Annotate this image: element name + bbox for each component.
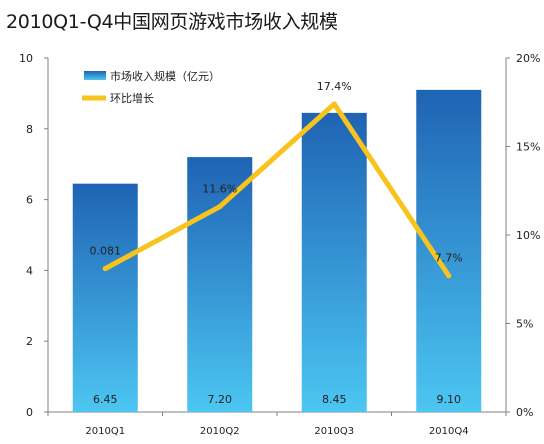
growth-value-label: 11.6% <box>202 183 237 196</box>
bar-value-label: 7.20 <box>208 393 233 406</box>
growth-point-2010Q4 <box>446 273 452 279</box>
legend-bar-label: 市场收入规模（亿元） <box>110 69 220 83</box>
growth-point-2010Q2 <box>217 204 223 210</box>
y-left-tick-label: 8 <box>26 123 33 136</box>
y-left-tick-label: 6 <box>26 194 33 207</box>
x-tick-label: 2010Q2 <box>200 426 240 437</box>
legend-line-label: 环比增长 <box>110 91 154 105</box>
y-left-tick-label: 4 <box>26 264 33 277</box>
bar-value-label: 9.10 <box>437 393 462 406</box>
bar-2010Q3 <box>301 112 367 413</box>
growth-line <box>102 101 452 279</box>
growth-value-label: 7.7% <box>435 252 463 265</box>
bar-2010Q4 <box>416 89 482 413</box>
bar-value-label: 8.45 <box>322 393 347 406</box>
growth-point-2010Q3 <box>331 101 337 107</box>
bar-value-label: 6.45 <box>93 393 118 406</box>
y-left-tick-label: 10 <box>19 52 33 65</box>
y-right-tick-label: 20% <box>516 52 540 65</box>
x-tick-label: 2010Q4 <box>429 426 469 437</box>
bar-2010Q2 <box>187 157 253 412</box>
bar-2010Q1 <box>72 183 138 412</box>
x-tick-label: 2010Q1 <box>85 426 125 437</box>
chart-title: 2010Q1-Q4中国网页游戏市场收入规模 <box>6 11 338 33</box>
growth-value-label: 17.4% <box>317 80 352 93</box>
y-left-tick-label: 2 <box>26 335 33 348</box>
growth-point-2010Q1 <box>102 266 108 272</box>
y-left-tick-label: 0 <box>26 406 33 419</box>
y-right-tick-label: 5% <box>516 318 533 331</box>
y-right-tick-label: 10% <box>516 229 540 242</box>
x-tick-label: 2010Q3 <box>314 426 354 437</box>
legend-bar-swatch <box>84 71 106 80</box>
growth-value-label: 0.081 <box>90 245 122 258</box>
y-right-tick-label: 0% <box>516 406 533 419</box>
y-right-tick-label: 15% <box>516 141 540 154</box>
